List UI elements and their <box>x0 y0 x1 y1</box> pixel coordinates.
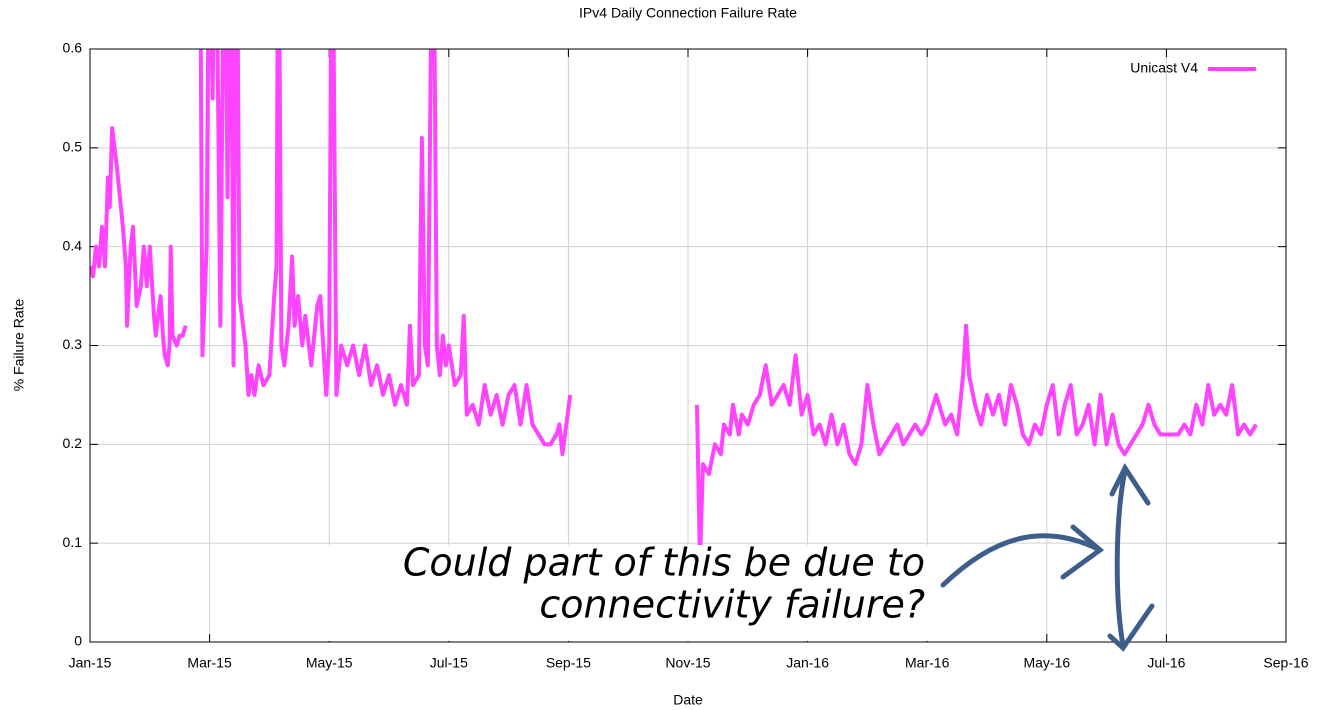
arrow-head <box>1060 524 1105 580</box>
series-line <box>198 49 573 457</box>
annotation-text: connectivity failure? <box>539 583 925 627</box>
chart-title: IPv4 Daily Connection Failure Rate <box>579 5 797 21</box>
legend: Unicast V4 <box>1130 60 1256 76</box>
y-axis-label: % Failure Rate <box>11 298 27 391</box>
y-tick-label: 0.5 <box>63 139 83 155</box>
arrow <box>1114 467 1128 648</box>
annotation-arrows <box>940 462 1155 652</box>
plot-lines <box>90 49 1258 565</box>
x-tick-label: Sep-15 <box>546 655 591 671</box>
x-axis-label: Date <box>673 692 703 708</box>
series-line <box>90 126 188 368</box>
x-tick-label: May-16 <box>1023 655 1070 671</box>
y-tick-label: 0.1 <box>63 534 83 550</box>
x-tick-label: Nov-15 <box>665 655 710 671</box>
x-tick-label: Jan-15 <box>69 655 112 671</box>
y-tick-label: 0 <box>74 633 82 649</box>
legend-label: Unicast V4 <box>1130 60 1198 76</box>
x-tick-label: Jul-15 <box>430 655 468 671</box>
arrow <box>940 533 1103 588</box>
annotation-text: Could part of this be due to <box>403 541 925 585</box>
series-line <box>694 323 1258 565</box>
x-tick-label: Jan-16 <box>786 655 829 671</box>
y-tick-label: 0.4 <box>63 237 83 253</box>
x-tick-label: Sep-16 <box>1263 655 1308 671</box>
y-tick-label: 0.2 <box>63 435 83 451</box>
arrow-head <box>1107 603 1155 652</box>
y-tick-label: 0.3 <box>63 336 83 352</box>
x-tick-label: May-15 <box>306 655 353 671</box>
annotation: Could part of this be due to connectivit… <box>245 462 1155 652</box>
x-tick-label: Mar-15 <box>187 655 232 671</box>
y-tick-label: 0.6 <box>63 40 83 56</box>
arrow-head <box>1109 462 1151 506</box>
annotation-backdrop <box>245 545 945 641</box>
plot-frame <box>89 48 1287 643</box>
x-tick-label: Jul-16 <box>1147 655 1185 671</box>
x-tick-label: Mar-16 <box>905 655 950 671</box>
